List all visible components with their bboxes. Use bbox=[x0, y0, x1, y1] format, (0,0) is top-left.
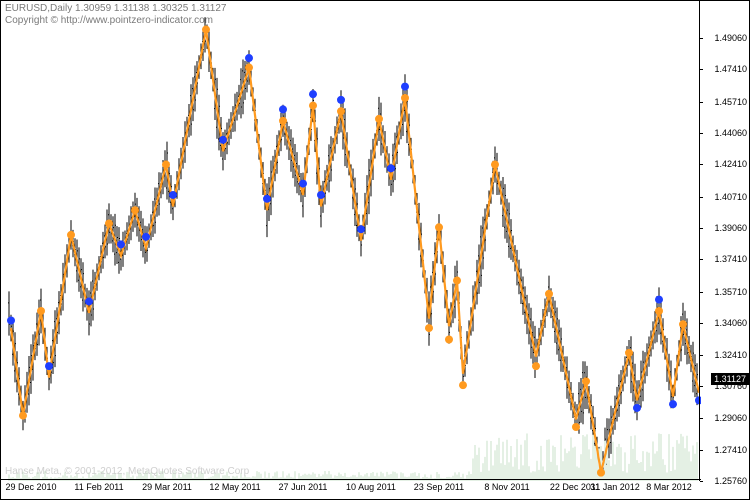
x-tick-label: 31 Jan 2012 bbox=[590, 482, 640, 492]
y-tick-label: 1.25760 bbox=[714, 476, 747, 486]
x-tick-label: 10 Aug 2011 bbox=[346, 482, 396, 492]
x-tick-label: 11 Feb 2011 bbox=[74, 482, 123, 492]
current-price-badge: 1.31127 bbox=[711, 373, 749, 385]
y-tick-label: 1.37410 bbox=[714, 254, 747, 264]
y-tick-label: 1.47410 bbox=[714, 64, 747, 74]
y-tick-label: 1.35710 bbox=[714, 287, 747, 297]
y-tick-label: 1.39060 bbox=[714, 223, 747, 233]
x-tick-label: 8 Nov 2011 bbox=[484, 482, 529, 492]
y-axis: 1.31127 1.49060 1.47410 1.45710 1.44060 1.42… bbox=[699, 1, 749, 481]
chart-area[interactable] bbox=[1, 1, 701, 481]
x-tick-label: 23 Sep 2011 bbox=[414, 482, 464, 492]
x-tick-label: 12 May 2011 bbox=[209, 482, 260, 492]
y-tick-label: 1.40710 bbox=[714, 192, 747, 202]
x-tick-label: 8 Mar 2012 bbox=[646, 482, 692, 492]
y-tick-label: 1.27410 bbox=[714, 445, 747, 455]
y-tick-label: 1.29060 bbox=[714, 413, 747, 423]
x-tick-label: 29 Mar 2011 bbox=[142, 482, 192, 492]
footer-credit: Hanse Meta, © 2001-2012, MetaQuotes Soft… bbox=[5, 466, 249, 477]
y-tick-label: 1.45710 bbox=[714, 97, 747, 107]
chart-svg bbox=[1, 1, 701, 481]
y-tick-label: 1.34060 bbox=[714, 318, 747, 328]
y-tick-label: 1.42410 bbox=[714, 159, 747, 169]
x-tick-label: 29 Dec 2010 bbox=[5, 482, 56, 492]
x-tick-label: 27 Jun 2011 bbox=[279, 482, 328, 492]
y-tick-label: 1.44060 bbox=[714, 128, 747, 138]
x-axis: 29 Dec 2010 11 Feb 2011 29 Mar 2011 12 May … bbox=[1, 479, 701, 499]
symbol-line: EURUSD,Daily 1.30959 1.31138 1.30325 1.3… bbox=[5, 3, 226, 14]
chart-container: EURUSD,Daily 1.30959 1.31138 1.30325 1.3… bbox=[0, 0, 750, 500]
y-tick-label: 1.49060 bbox=[714, 33, 747, 43]
copyright-line: Copyright © http://www.pointzero-indicat… bbox=[5, 15, 213, 26]
y-tick-label: 1.32410 bbox=[714, 350, 747, 360]
